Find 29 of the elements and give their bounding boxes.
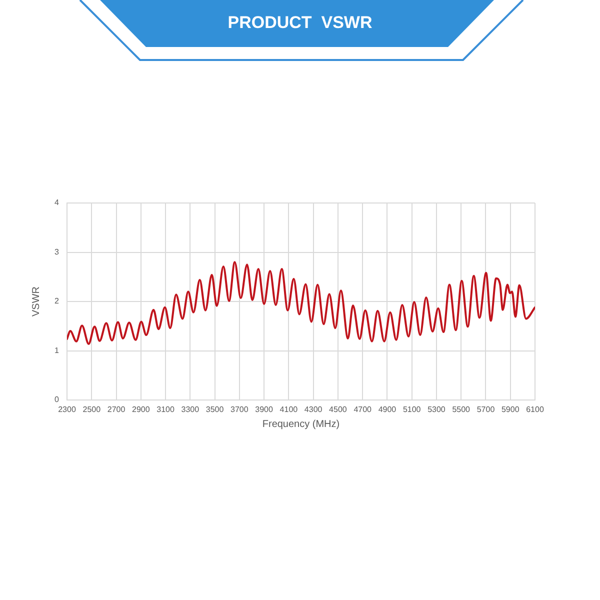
x-tick-label: 5900 <box>501 405 520 414</box>
chart-title: PRODUCT VSWR <box>226 12 374 34</box>
x-tick-label: 4900 <box>378 405 397 414</box>
x-tick-label: 4700 <box>354 405 372 414</box>
x-tick-label: 2500 <box>82 405 102 414</box>
y-tick-label: 3 <box>54 247 60 256</box>
x-tick-label: 2300 <box>58 405 76 414</box>
x-tick-label: 3500 <box>206 405 224 414</box>
x-tick-label: 5100 <box>402 405 422 414</box>
x-tick-label: 3100 <box>156 405 175 414</box>
x-tick-label: 5300 <box>428 405 446 414</box>
x-tick-label: 3300 <box>181 405 200 414</box>
x-tick-label: 2900 <box>132 405 150 414</box>
x-axis-title: Frequency (MHz) <box>262 418 340 430</box>
y-tick-label: 4 <box>54 198 60 208</box>
y-tick-label: 2 <box>54 296 60 306</box>
x-tick-label: 5700 <box>476 405 496 414</box>
x-tick-label: 4100 <box>280 405 298 414</box>
line-series <box>67 261 535 345</box>
x-tick-label: 4500 <box>329 405 348 414</box>
y-tick-label: 1 <box>54 346 60 355</box>
y-tick-label: 0 <box>54 395 60 404</box>
x-tick-label: 3900 <box>255 405 274 414</box>
x-tick-label: 2700 <box>107 405 126 414</box>
x-tick-label: 4300 <box>304 405 323 414</box>
x-tick-label: 5500 <box>452 405 471 414</box>
y-axis-title: VSWR <box>30 286 42 316</box>
x-tick-label: 6100 <box>526 405 544 414</box>
x-tick-label: 3700 <box>230 405 249 414</box>
